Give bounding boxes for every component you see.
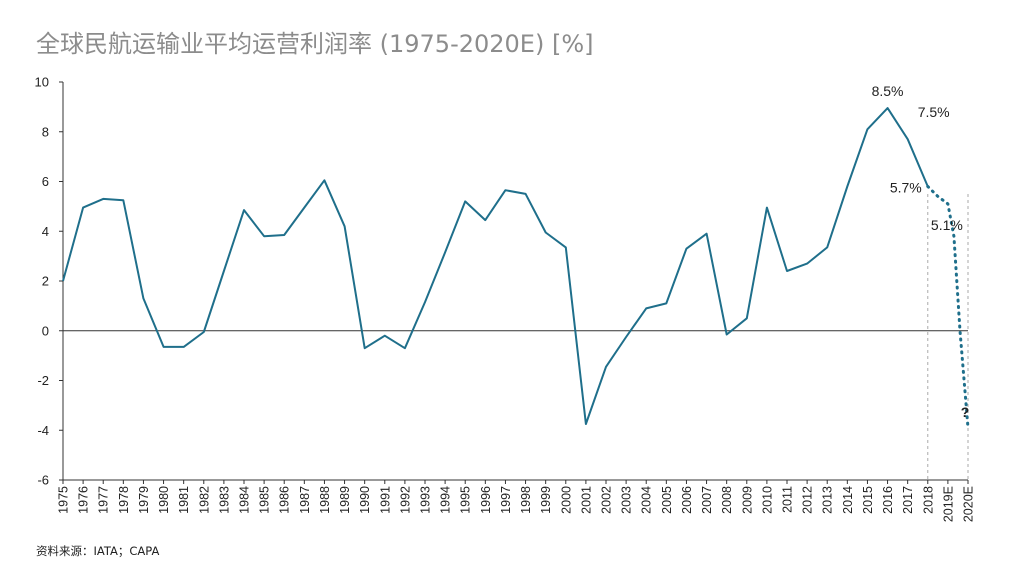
x-tick-label: 1986 — [278, 486, 292, 514]
x-tick-label: 1982 — [197, 486, 211, 514]
annotation-label: 7.5% — [918, 104, 950, 120]
x-tick-label: 2000 — [559, 486, 573, 514]
x-tick-label: 2018 — [921, 486, 935, 514]
x-tick-label: 2005 — [660, 486, 674, 514]
y-tick-label: 0 — [42, 323, 49, 338]
y-axis-ticks: 10 8 6 4 2 0 -2 -4 -6 — [35, 75, 63, 488]
x-tick-label: 1994 — [439, 486, 453, 514]
annotation-label: 5.1% — [931, 217, 963, 233]
annotation-label: ? — [961, 404, 970, 420]
annotations: 8.5% 7.5% 5.7% 5.1%? — [872, 83, 970, 420]
x-tick-label: 2020E — [962, 486, 976, 522]
x-tick-label: 2003 — [620, 486, 634, 514]
x-tick-label: 1978 — [117, 486, 131, 514]
x-tick-label: 1992 — [398, 486, 412, 514]
series-estimate — [926, 185, 970, 430]
source-note: 资料来源：IATA；CAPA — [36, 544, 160, 558]
axes — [62, 82, 968, 481]
x-tick-label: 2016 — [881, 486, 895, 514]
vertical-guides — [927, 193, 969, 480]
x-tick-label: 2010 — [760, 486, 774, 514]
x-tick-label: 2015 — [861, 486, 875, 514]
x-tick-label: 1991 — [378, 486, 392, 514]
x-tick-label: 1993 — [419, 486, 433, 514]
x-tick-label: 1995 — [459, 486, 473, 514]
y-tick-label: -2 — [37, 373, 49, 388]
x-tick-label: 1983 — [217, 486, 231, 514]
x-tick-label: 1980 — [157, 486, 171, 514]
y-tick-label: 2 — [42, 274, 49, 289]
x-tick-label: 2008 — [720, 486, 734, 514]
x-tick-label: 2013 — [821, 486, 835, 514]
y-tick-label: -6 — [37, 473, 49, 488]
x-tick-label: 2006 — [680, 486, 694, 514]
y-tick-label: -4 — [37, 423, 49, 438]
y-tick-label: 6 — [42, 174, 49, 189]
chart-title: 全球民航运输业平均运营利润率 (1975-2020E) [%] — [36, 30, 594, 58]
x-tick-label: 1984 — [238, 486, 252, 514]
x-axis-ticks: 1975 1976 1977 1978 1979 1980 1981 1982 1983 1984… — [57, 480, 976, 522]
x-tick-label: 2004 — [640, 486, 654, 514]
x-tick-label: 1975 — [57, 486, 71, 514]
x-tick-label: 2012 — [801, 486, 815, 514]
annotation-label: 8.5% — [872, 83, 904, 99]
x-tick-label: 1989 — [338, 486, 352, 514]
x-tick-label: 2009 — [740, 486, 754, 514]
x-tick-label: 1979 — [137, 486, 151, 514]
x-tick-label: 2002 — [600, 486, 614, 514]
x-tick-label: 1977 — [97, 486, 111, 514]
x-tick-label: 1988 — [318, 486, 332, 514]
x-tick-label: 2017 — [901, 486, 915, 514]
annotation-label: 5.7% — [890, 179, 922, 195]
x-tick-label: 1981 — [177, 486, 191, 514]
x-tick-label: 1985 — [258, 486, 272, 514]
x-tick-label: 1997 — [499, 486, 513, 514]
series-actual — [62, 107, 929, 425]
x-tick-label: 2019E — [941, 486, 955, 522]
y-tick-label: 4 — [42, 224, 49, 239]
x-tick-label: 1987 — [298, 486, 312, 514]
x-tick-label: 1990 — [358, 486, 372, 514]
x-tick-label: 2007 — [700, 486, 714, 514]
x-tick-label: 2001 — [579, 486, 593, 514]
series-lines — [62, 107, 970, 430]
y-tick-label: 8 — [42, 124, 49, 139]
x-tick-label: 1998 — [519, 486, 533, 514]
x-tick-label: 2014 — [841, 486, 855, 514]
x-tick-label: 2011 — [781, 486, 795, 513]
y-tick-label: 10 — [35, 75, 49, 90]
x-tick-label: 1999 — [539, 486, 553, 514]
x-tick-label: 1976 — [77, 486, 91, 514]
x-tick-label: 1996 — [479, 486, 493, 514]
